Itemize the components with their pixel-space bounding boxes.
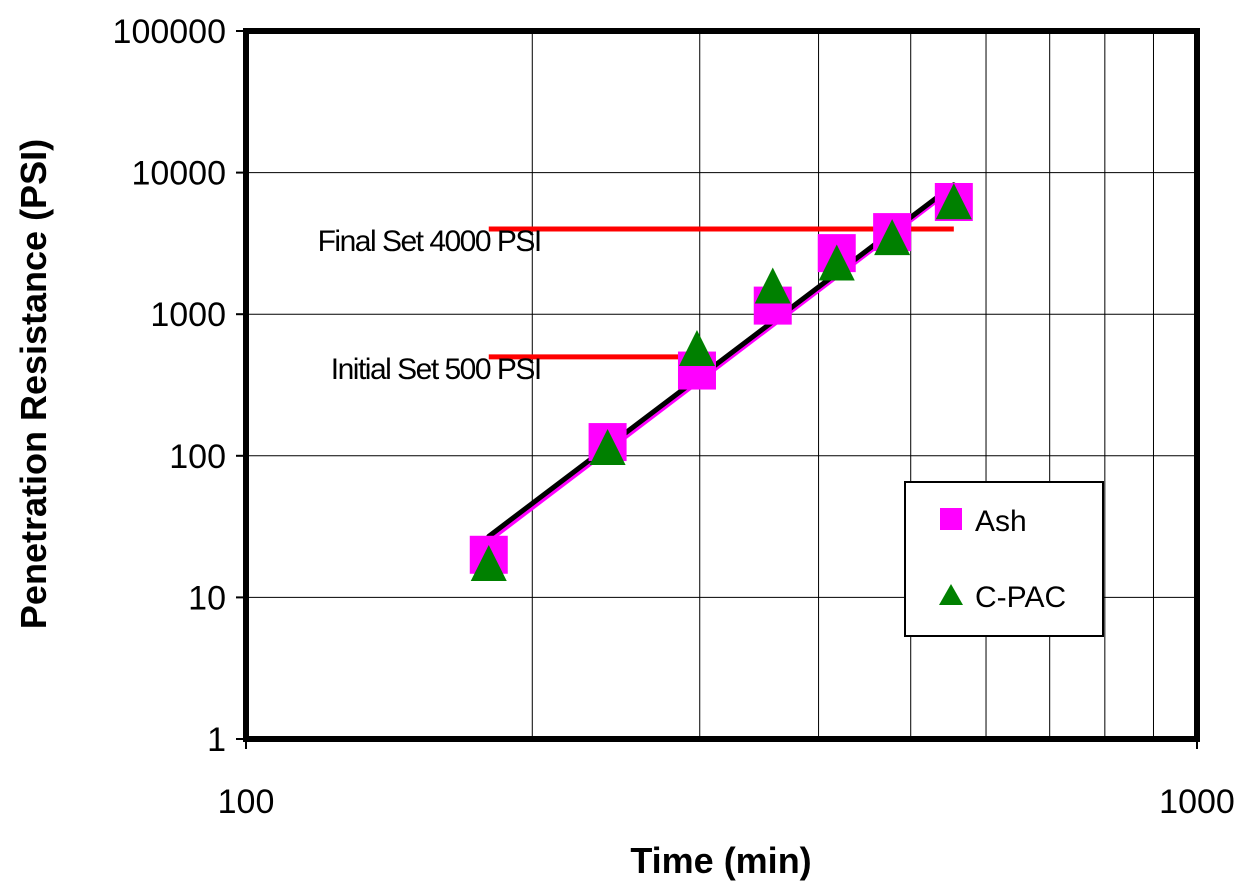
cpac-marker (935, 183, 972, 220)
y-tick-label: 100000 (113, 13, 226, 51)
annotations: Initial Set 500 PSI Final Set 4000 PSI (318, 225, 543, 386)
cpac-marker (589, 429, 626, 466)
legend-cpac-label: C-PAC (975, 581, 1066, 614)
cpac-marker (678, 330, 715, 367)
legend-cpac-marker (939, 584, 963, 605)
y-axis-title: Penetration Resistance (PSI) (13, 139, 54, 629)
y-tick-label: 1000 (150, 296, 226, 334)
x-tick-label: 100 (218, 783, 275, 821)
plot-frame (243, 28, 1200, 742)
x-tick-label: 1000 (1159, 783, 1235, 821)
cpac-marker (470, 544, 507, 581)
legend-ash-marker (940, 508, 962, 530)
y-tick-label: 10 (188, 579, 226, 617)
y-tick-label: 100 (169, 438, 226, 476)
tick-labels: 1 10 100 1000 10000 100000 100 1000 (113, 13, 1235, 821)
reference-line-label: Initial Set 500 PSI (331, 353, 541, 386)
legend-ash-label: Ash (975, 505, 1027, 538)
cpac-marker (754, 267, 791, 304)
legend: Ash C-PAC (904, 481, 1104, 637)
y-tick-label: 1 (207, 721, 226, 759)
axis-ticks (236, 30, 1198, 749)
legend-box (904, 481, 1104, 637)
cpac-marker (818, 244, 855, 281)
reference-line-label: Final Set 4000 PSI (318, 225, 541, 258)
data-markers (469, 182, 973, 581)
cpac-marker (874, 219, 911, 256)
y-tick-label: 10000 (131, 155, 226, 193)
grid-lines (246, 31, 1197, 739)
x-axis-title: Time (min) (630, 840, 811, 881)
